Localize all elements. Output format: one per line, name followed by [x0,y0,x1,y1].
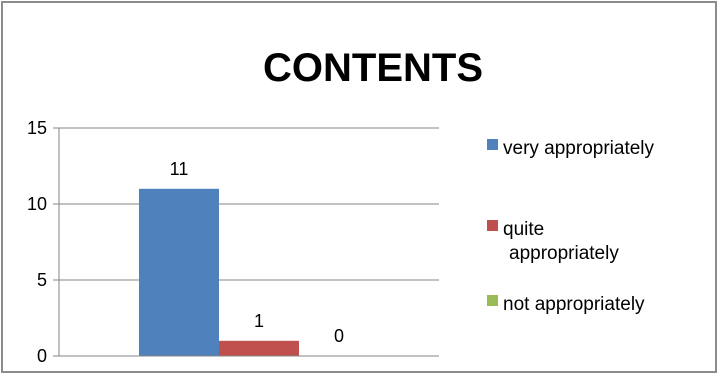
legend-label: quite [503,219,544,240]
y-tick-label: 15 [27,118,47,138]
y-tick-label: 5 [37,270,47,290]
data-label: 1 [254,311,264,331]
bar-very-appropriately [139,188,219,356]
y-tick-label: 0 [37,346,47,366]
data-label: 0 [334,326,344,346]
data-label: 11 [170,159,189,179]
legend-swatch [487,295,498,306]
legend-label: not appropriately [503,294,645,315]
legend-label: very appropriately [503,138,655,159]
legend-swatch [487,139,498,150]
bars [139,188,299,356]
legend-swatch [487,220,498,231]
gridlines [59,127,439,281]
y-tick-label: 10 [27,194,47,214]
legend-label: appropriately [509,243,619,264]
chart-title: CONTENTS [263,46,483,90]
chart-frame: CONTENTS 0 5 10 15 11 1 0 very appropriately q… [1,1,717,373]
legend: very appropriately quite appropriately not … [487,138,655,315]
bar-quite-appropriately [219,340,299,356]
